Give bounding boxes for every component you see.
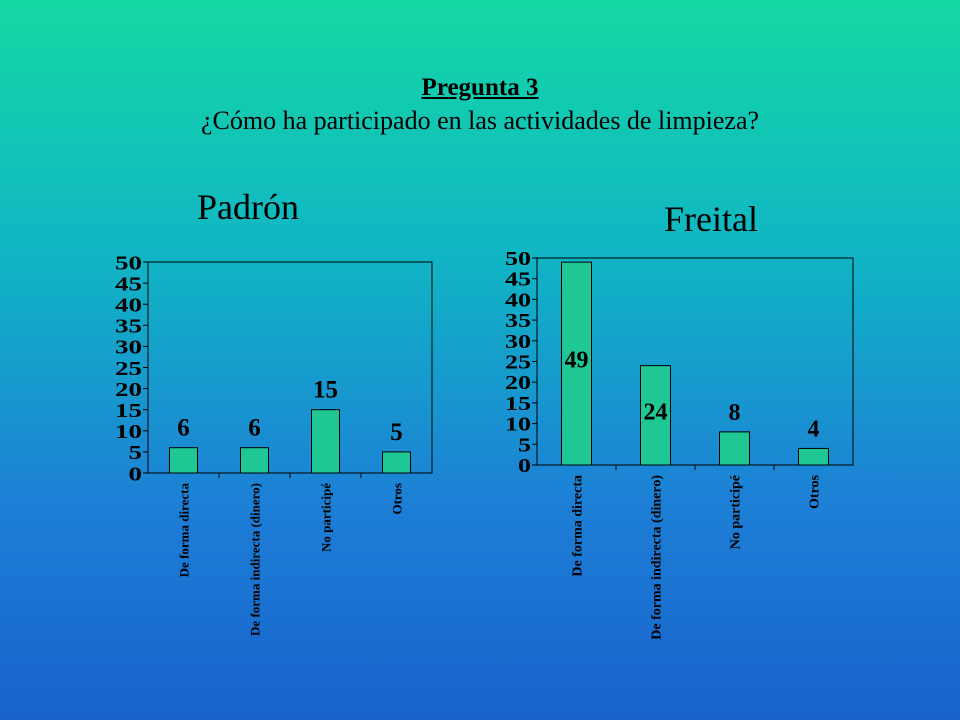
data-label-freital: 24 [644,399,668,425]
y-tick-label-freital: 50 [505,248,531,269]
y-tick-label-padron: 10 [115,421,142,443]
data-label-padron: 6 [248,415,261,442]
bar-padron [382,451,411,474]
y-tick-label-padron: 15 [115,400,142,422]
category-label-padron: No participé [319,483,334,552]
y-tick-label-freital: 0 [518,455,531,476]
bar-padron [169,447,198,474]
data-label-padron: 6 [177,415,190,442]
data-label-padron: 15 [313,377,338,404]
y-tick-label-padron: 45 [115,273,142,295]
slide-question: ¿Cómo ha participado en las actividades … [200,106,760,135]
category-label-freital: No participé [729,475,744,549]
bar-freital [719,431,750,466]
y-tick-label-freital: 45 [505,269,531,290]
data-label-freital: 8 [729,400,741,426]
bar-freital [561,261,592,466]
data-label-freital: 4 [808,416,820,442]
y-tick-label-padron: 40 [115,295,142,317]
chart-title-padron: Padrón [197,187,299,227]
bar-freital [640,365,671,466]
category-label-padron: De forma directa [177,483,192,578]
category-label-freital: De forma indirecta (dinero) [650,475,665,640]
y-tick-label-freital: 40 [505,289,531,310]
y-tick-label-freital: 15 [505,393,531,414]
data-label-freital: 49 [565,348,589,374]
y-tick-label-padron: 50 [115,252,142,274]
y-tick-label-padron: 35 [115,316,142,338]
slide-heading: Pregunta 3 [421,74,539,101]
bar-padron [311,409,340,474]
y-tick-label-freital: 35 [505,310,531,331]
bar-freital [798,447,829,466]
y-tick-label-padron: 0 [128,463,142,485]
chart-title-freital: Freital [664,199,758,239]
y-tick-label-freital: 10 [505,414,531,435]
y-tick-label-padron: 20 [115,379,142,401]
y-tick-label-padron: 25 [115,358,142,380]
y-tick-label-freital: 25 [505,352,531,373]
y-tick-label-freital: 5 [518,434,531,455]
y-tick-label-padron: 5 [128,442,142,464]
category-label-padron: De forma indirecta (dinero) [248,483,263,636]
data-label-padron: 5 [390,419,403,446]
y-tick-label-freital: 20 [505,372,531,393]
y-tick-label-freital: 30 [505,331,531,352]
category-label-freital: De forma directa [571,475,586,577]
bar-padron [240,447,269,474]
category-label-padron: Otros [390,483,405,515]
y-tick-label-padron: 30 [115,337,142,359]
category-label-freital: Otros [808,474,823,509]
